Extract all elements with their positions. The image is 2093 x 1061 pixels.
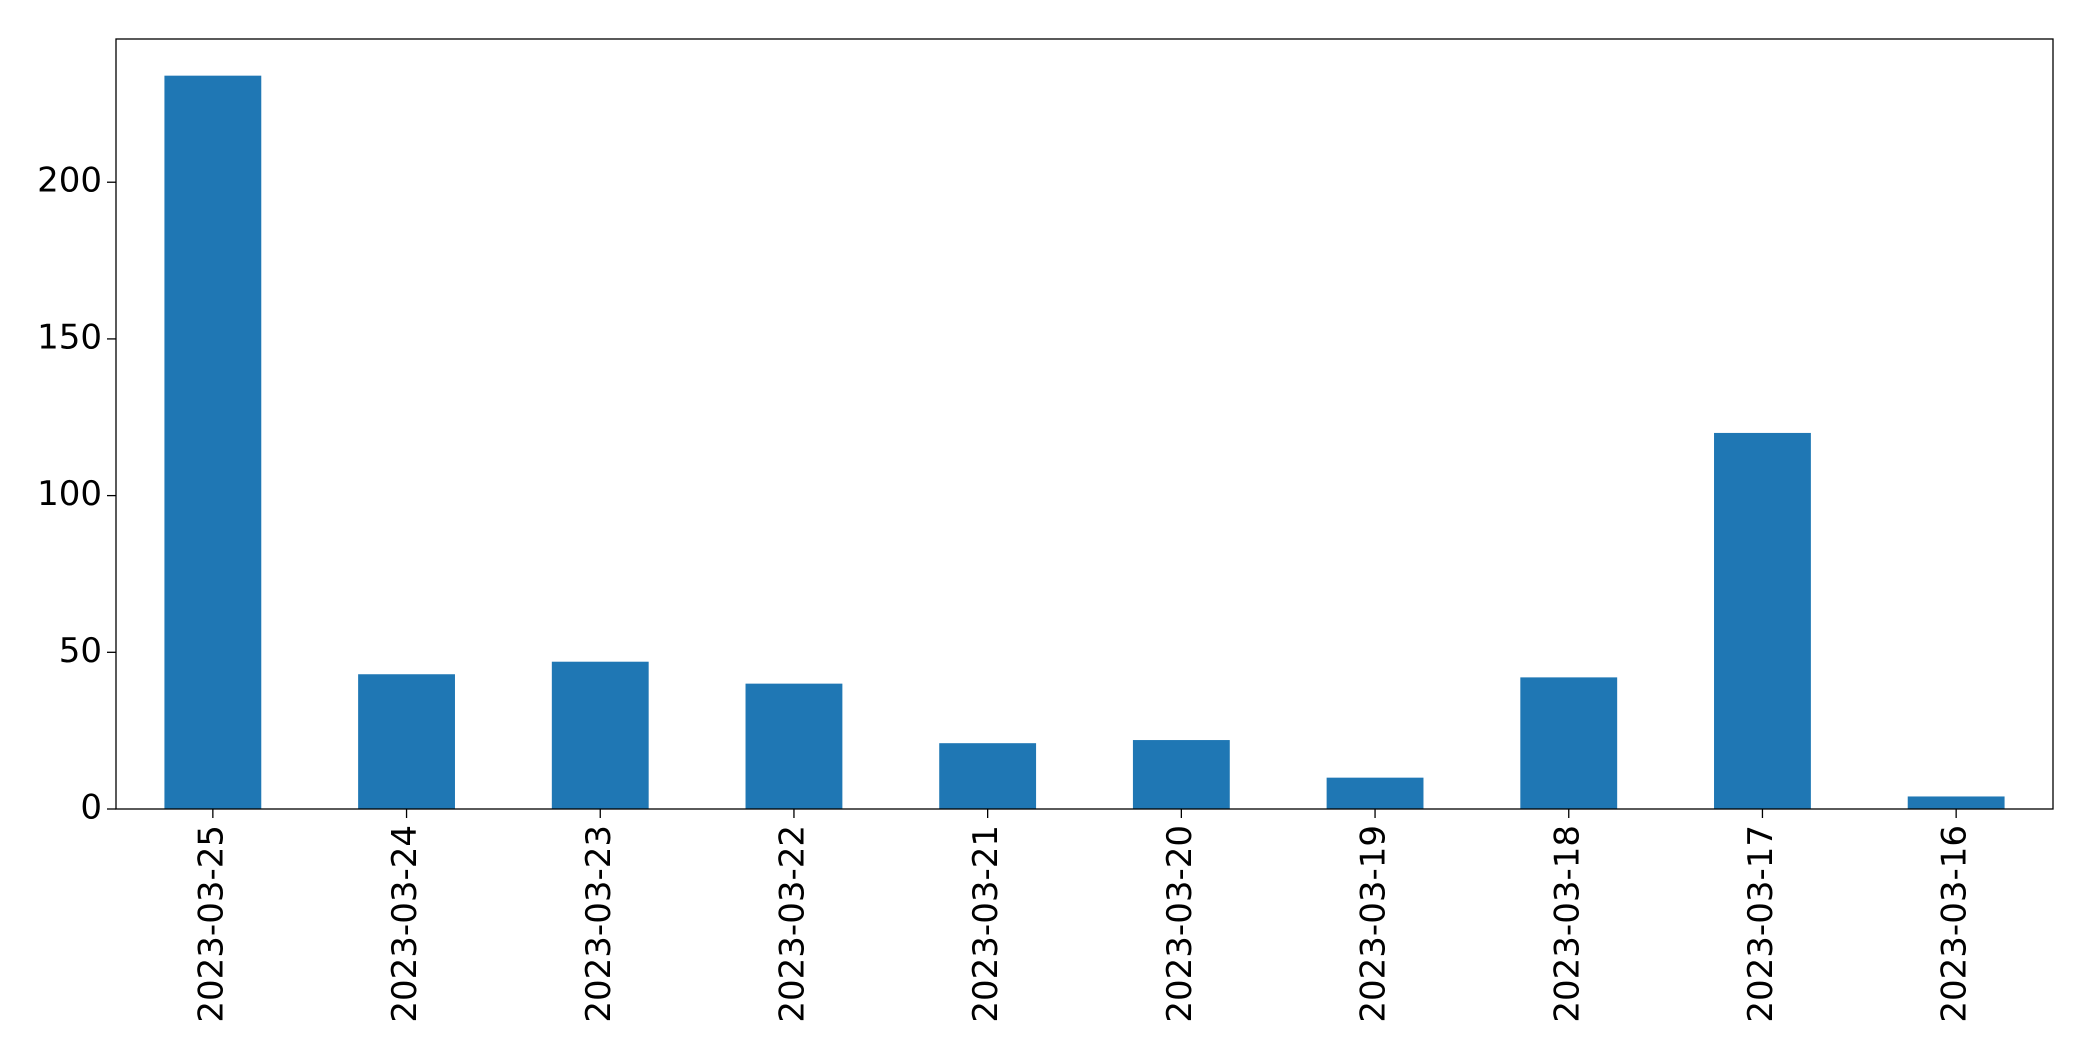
bar xyxy=(358,674,455,809)
bar xyxy=(164,75,262,809)
x-tick-label: 2023-03-25 xyxy=(191,825,231,1023)
x-tick-label: 2023-03-24 xyxy=(385,825,425,1023)
x-tick-label: 2023-03-23 xyxy=(579,825,619,1023)
x-tick-label: 2023-03-22 xyxy=(772,825,812,1023)
x-tick-label: 2023-03-21 xyxy=(966,825,1006,1023)
bar xyxy=(1326,777,1424,809)
bar xyxy=(745,683,843,809)
bar xyxy=(939,743,1037,809)
y-tick-label: 150 xyxy=(37,317,102,357)
y-tick-label: 0 xyxy=(80,788,102,828)
bar xyxy=(1714,432,1811,809)
bar xyxy=(1132,740,1230,809)
x-tick-label: 2023-03-19 xyxy=(1354,825,1394,1023)
x-tick-label: 2023-03-16 xyxy=(1935,825,1975,1023)
bar xyxy=(551,661,649,809)
bar xyxy=(1520,677,1618,809)
x-tick-label: 2023-03-18 xyxy=(1547,825,1587,1023)
plot-frame xyxy=(115,38,2054,810)
x-tick-label: 2023-03-20 xyxy=(1160,825,1200,1023)
x-tick-label: 2023-03-17 xyxy=(1741,825,1781,1023)
y-tick-label: 200 xyxy=(37,161,102,201)
bar xyxy=(1907,796,2005,809)
y-tick-label: 50 xyxy=(59,631,102,671)
y-tick-label: 100 xyxy=(37,474,102,514)
